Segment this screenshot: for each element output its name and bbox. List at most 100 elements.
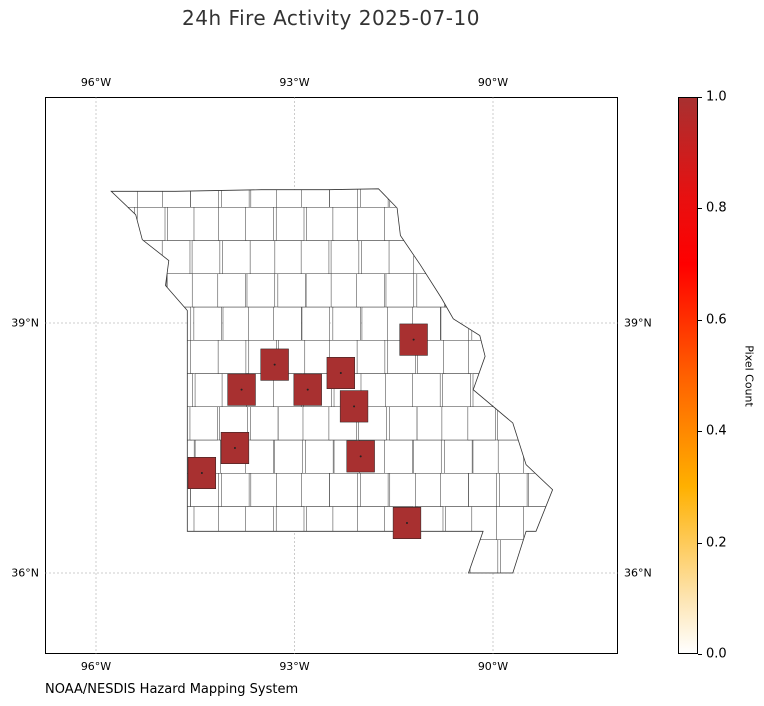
county	[134, 306, 163, 341]
county	[388, 240, 418, 274]
county	[167, 207, 196, 241]
county	[305, 439, 334, 474]
county	[497, 439, 527, 474]
county	[217, 340, 247, 374]
county	[138, 406, 168, 441]
county	[111, 373, 136, 407]
county	[162, 473, 191, 507]
missouri-fire-map	[45, 97, 618, 654]
county	[332, 306, 361, 341]
county	[332, 207, 361, 241]
county	[221, 473, 250, 507]
county	[413, 240, 442, 274]
county	[527, 240, 553, 274]
county	[384, 439, 413, 474]
colorbar-tick-4: 0.8	[706, 200, 727, 216]
county	[111, 273, 137, 308]
county	[275, 506, 305, 540]
county	[136, 207, 166, 241]
county	[469, 240, 499, 274]
county	[137, 188, 166, 208]
county	[165, 340, 194, 374]
colorbar-tick-0: 0.0	[706, 646, 727, 662]
county	[385, 273, 415, 308]
county	[357, 506, 386, 540]
lat-tick-right-1: 36°N	[624, 566, 652, 580]
fire-point-3	[240, 388, 243, 391]
county	[217, 273, 246, 308]
county	[415, 473, 444, 507]
county	[306, 207, 335, 241]
county	[471, 207, 500, 241]
county	[527, 539, 553, 574]
county	[528, 188, 553, 208]
county	[357, 207, 386, 241]
county	[388, 539, 418, 574]
lat-tick-left-1: 36°N	[11, 566, 39, 580]
county	[554, 207, 582, 240]
county	[440, 306, 469, 341]
county	[162, 188, 191, 208]
county	[412, 373, 441, 407]
county	[554, 174, 582, 207]
county	[552, 539, 553, 574]
county	[413, 539, 442, 574]
fire-point-0	[412, 338, 415, 341]
county	[468, 188, 497, 208]
county	[445, 506, 474, 540]
county	[554, 507, 582, 540]
county	[471, 506, 500, 540]
county	[524, 273, 553, 308]
county	[496, 506, 525, 540]
county	[467, 406, 496, 441]
colorbar-tickmark-4	[698, 208, 702, 210]
county	[500, 306, 529, 341]
county	[330, 240, 360, 274]
lon-tick-top-0: 96°W	[80, 76, 112, 89]
fire-point-9	[405, 522, 408, 524]
county	[111, 506, 135, 540]
county	[415, 188, 444, 208]
lat-tick-left-0: 39°N	[11, 316, 39, 330]
county	[166, 273, 196, 308]
county	[361, 539, 390, 574]
county	[139, 340, 168, 374]
county	[552, 240, 553, 274]
fire-point-5	[353, 405, 356, 408]
colorbar-tick-2: 0.4	[706, 423, 727, 439]
county	[222, 306, 252, 341]
county	[164, 373, 193, 407]
county	[274, 240, 303, 274]
county	[301, 473, 330, 507]
state-boundary	[110, 188, 554, 574]
county	[134, 373, 163, 407]
county	[218, 207, 247, 241]
county	[360, 188, 389, 208]
fire-point-2	[339, 372, 342, 374]
county	[250, 188, 279, 208]
county	[274, 539, 303, 574]
chart-title: 24h Fire Activity 2025-07-10	[182, 6, 480, 30]
county	[526, 340, 553, 374]
county	[248, 306, 277, 341]
county	[557, 340, 585, 373]
colorbar-tickmark-0	[698, 654, 702, 655]
county	[161, 539, 191, 574]
county	[440, 188, 469, 208]
county	[361, 306, 390, 341]
county	[250, 473, 279, 507]
county	[554, 473, 582, 506]
county	[471, 306, 500, 341]
county	[277, 273, 306, 308]
county	[245, 207, 274, 241]
county	[111, 306, 138, 341]
source-credit: NOAA/NESDIS Hazard Mapping System	[45, 682, 299, 697]
county	[551, 373, 553, 407]
county	[301, 188, 330, 208]
county	[468, 473, 497, 507]
county	[250, 406, 279, 441]
county	[523, 439, 552, 474]
colorbar-tickmark-5	[698, 97, 702, 98]
fire-point-8	[200, 472, 203, 474]
county	[444, 273, 474, 308]
